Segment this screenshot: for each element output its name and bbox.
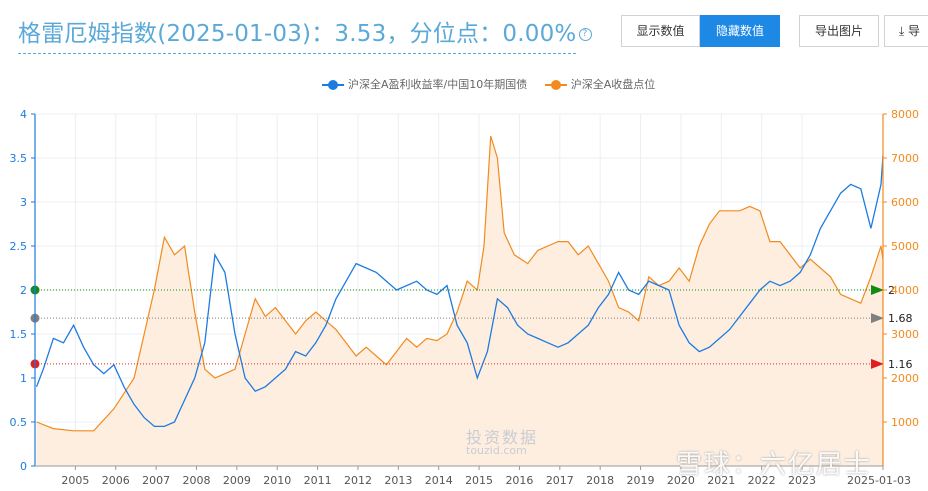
hide-values-button[interactable]: 隐藏数值	[700, 15, 780, 47]
x-tick-label: 2023	[788, 474, 816, 487]
series-earnings-yield-line	[35, 155, 884, 428]
x-tick-label: 2017	[546, 474, 574, 487]
series-index-close-area	[36, 136, 883, 466]
x-tick-label: 2014	[425, 474, 453, 487]
title-underline	[18, 53, 576, 54]
y-right-tick-label: 4000	[891, 284, 919, 297]
reference-arrow-right	[871, 313, 884, 324]
x-tick-label: 2025-01-03	[847, 474, 911, 487]
download-button[interactable]: ⤓ 导	[884, 15, 928, 47]
x-tick-label: 2021	[707, 474, 735, 487]
reference-line-label: 1.68	[888, 312, 913, 325]
legend-swatch-orange	[544, 80, 567, 90]
y-left-tick-label: 0.5	[10, 416, 28, 429]
y-right-tick-label: 7000	[891, 152, 919, 165]
show-values-button[interactable]: 显示数值	[621, 15, 700, 47]
y-right-tick-label: 6000	[891, 196, 919, 209]
touzid-watermark-cn: 投资数据	[466, 428, 539, 447]
touzid-watermark-en: touzid.com	[466, 444, 527, 457]
reference-line-label: 2	[888, 284, 895, 297]
reference-arrow-right	[871, 285, 884, 295]
x-tick-label: 2018	[586, 474, 614, 487]
x-tick-label: 2005	[61, 474, 89, 487]
x-tick-label: 2022	[748, 474, 776, 487]
x-tick-label: 2009	[223, 474, 251, 487]
y-left-tick-label: 1.5	[10, 328, 28, 341]
y-right-tick-label: 8000	[891, 108, 919, 121]
legend-item-earnings-yield[interactable]: 沪深全A盈利收益率/中国10年期国债	[322, 76, 527, 92]
x-tick-label: 2016	[505, 474, 533, 487]
y-right-tick-label: 1000	[891, 416, 919, 429]
x-tick-label: 2006	[102, 474, 130, 487]
y-right-tick-label: 2000	[891, 372, 919, 385]
y-left-tick-label: 1	[20, 372, 27, 385]
y-right-tick-label: 3000	[891, 328, 919, 341]
x-tick-label: 2019	[627, 474, 655, 487]
export-image-button[interactable]: 导出图片	[799, 15, 879, 47]
legend-swatch-blue	[322, 80, 344, 90]
legend-label-earnings-yield: 沪深全A盈利收益率/中国10年期国债	[348, 78, 528, 91]
y-left-tick-label: 3.5	[10, 152, 28, 165]
help-icon[interactable]: ?	[578, 28, 592, 41]
legend-label-index-close: 沪深全A收盘点位	[570, 78, 656, 91]
x-tick-label: 2007	[142, 474, 170, 487]
chart-legend: 沪深全A盈利收益率/中国10年期国债 沪深全A收盘点位	[322, 76, 669, 92]
y-left-tick-label: 2	[20, 284, 27, 297]
reference-line-label: 1.16	[888, 358, 913, 371]
series-index-close-line	[36, 135, 884, 432]
y-right-tick-label: 5000	[891, 240, 919, 253]
x-tick-label: 2011	[304, 474, 332, 487]
x-tick-label: 2008	[182, 474, 210, 487]
y-left-tick-label: 3	[20, 196, 27, 209]
x-tick-label: 2010	[263, 474, 291, 487]
x-tick-label: 2015	[465, 474, 493, 487]
reference-arrow-right	[871, 358, 884, 369]
x-tick-label: 2013	[384, 474, 412, 487]
y-left-tick-label: 4	[20, 108, 27, 121]
x-tick-label: 2020	[667, 474, 695, 487]
page-title: 格雷厄姆指数(2025-01-03)：3.53，分位点：0.00%?	[18, 14, 592, 48]
y-left-tick-label: 2.5	[10, 240, 28, 253]
x-tick-label: 2012	[344, 474, 372, 487]
xueqiu-watermark: 雪球：六亿居士	[676, 450, 873, 480]
y-left-tick-label: 0	[20, 460, 27, 473]
title-text: 格雷厄姆指数(2025-01-03)：3.53，分位点：0.00%	[18, 21, 577, 47]
legend-item-index-close[interactable]: 沪深全A收盘点位	[544, 76, 656, 92]
